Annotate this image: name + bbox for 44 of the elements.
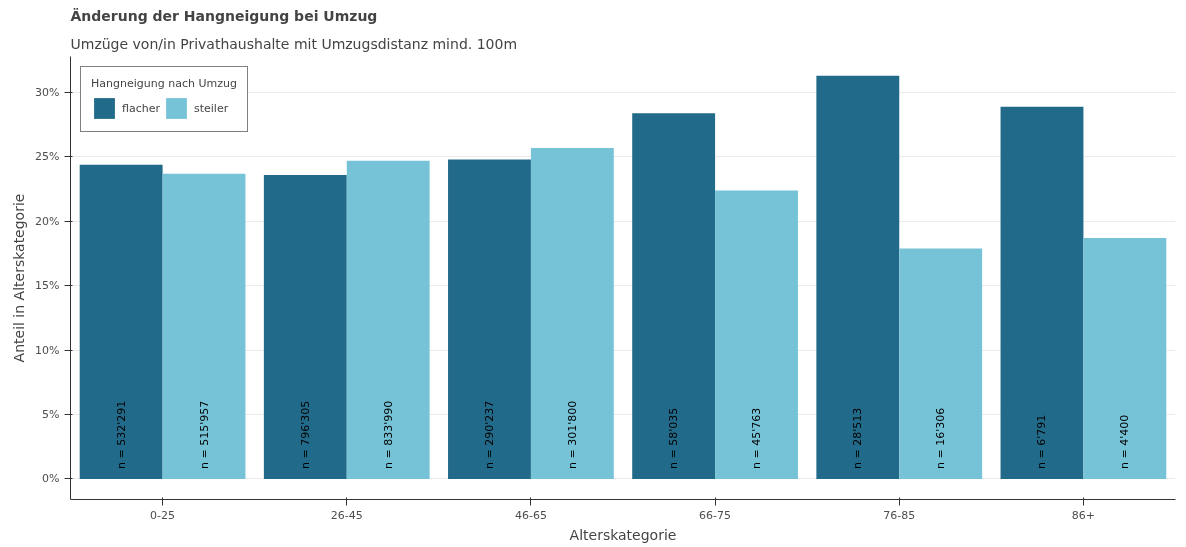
bar: [79, 164, 163, 479]
bar: [530, 147, 614, 479]
annotation: n = 4'400: [1118, 414, 1132, 469]
x-tick-label: 86+: [1071, 508, 1096, 522]
x-tick-label: 76-85: [883, 508, 916, 522]
bar: [346, 160, 430, 479]
annotation: n = 28'513: [851, 407, 865, 469]
y-tick-label: 20%: [35, 214, 60, 228]
annotation: n = 58'035: [667, 407, 681, 469]
annotation: n = 16'306: [934, 407, 948, 469]
bar: [715, 190, 798, 479]
bar: [1000, 106, 1084, 479]
annotation: n = 301'800: [565, 400, 579, 469]
y-tick-label: 5%: [42, 408, 60, 422]
legend-label: flacher: [122, 101, 160, 115]
chart-title: Änderung der Hangneigung bei Umzug: [70, 7, 378, 24]
bar: [899, 248, 983, 479]
annotation: n = 833'990: [381, 400, 395, 469]
annotation: n = 515'957: [197, 400, 211, 469]
legend-title: Hangneigung nach Umzug: [91, 77, 237, 90]
annotation: n = 796'305: [298, 400, 312, 469]
bar: [1083, 238, 1167, 479]
chart-subtitle: Umzüge von/in Privathaushalte mit Umzugsdistanz mind. 100m: [70, 35, 518, 52]
bar: [448, 159, 531, 479]
annotation: n = 6'791: [1035, 414, 1049, 469]
annotation: n = 532'291: [114, 400, 128, 469]
x-tick-label: 0-25: [150, 508, 176, 522]
y-axis-title: Anteil in Alterskategorie: [11, 193, 28, 363]
x-axis-title: Alterskategorie: [569, 526, 677, 543]
annotation: n = 45'763: [750, 407, 764, 469]
bar: [263, 174, 347, 479]
annotation: n = 290'237: [482, 400, 496, 469]
bar: [632, 113, 716, 479]
y-tick-label: 25%: [35, 150, 60, 164]
bar: [816, 75, 900, 479]
y-tick-label: 10%: [35, 343, 60, 357]
bar: [162, 173, 246, 479]
legend-label: steiler: [193, 101, 229, 115]
y-tick-label: 30%: [35, 86, 60, 100]
y-tick-label: 15%: [35, 279, 60, 293]
x-tick-label: 26-45: [330, 508, 363, 522]
y-tick-label: 0%: [42, 472, 60, 486]
x-tick-label: 66-75: [699, 508, 732, 522]
x-tick-label: 46-65: [514, 508, 547, 522]
